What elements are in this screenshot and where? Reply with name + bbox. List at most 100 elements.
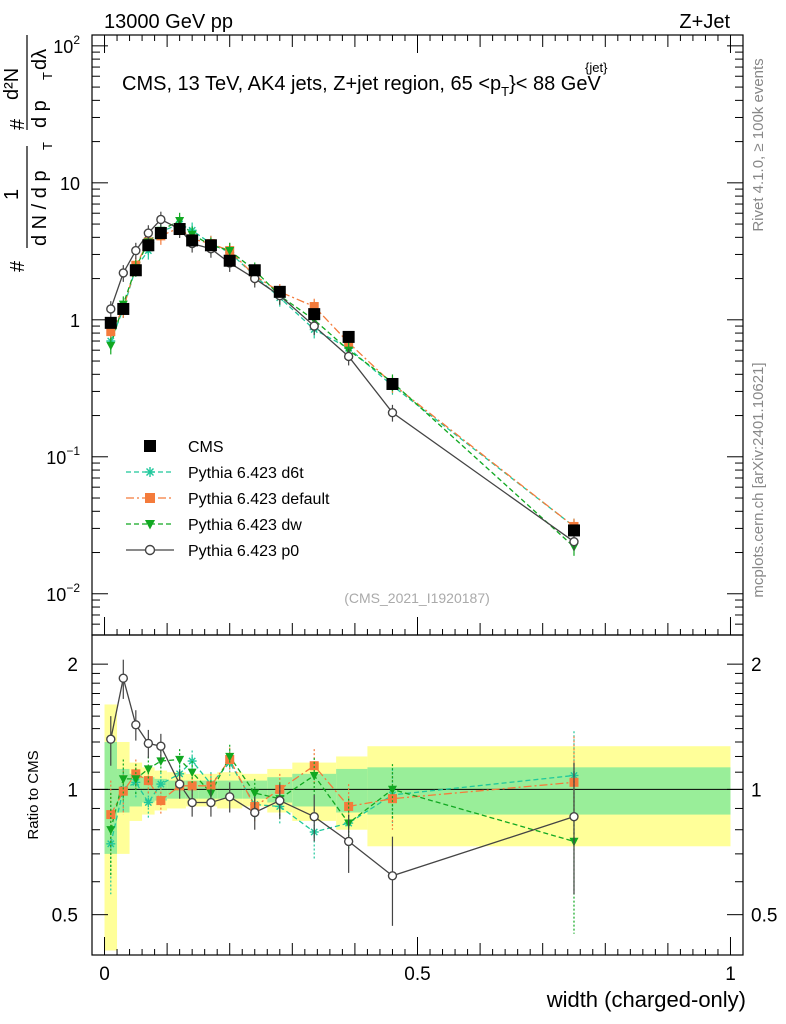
ratio-point-pythia-6-423-p0 <box>206 797 216 808</box>
main-point-cms <box>308 308 321 321</box>
main-point-cms <box>248 264 261 277</box>
ratio-point-pythia-6-423-p0 <box>250 807 260 818</box>
ylabel-one: 1 <box>1 189 23 200</box>
ratio-y-tick-label-right: 0.5 <box>751 906 777 927</box>
main-point-cms <box>273 285 286 298</box>
ratio-point-pythia-6-423-default <box>387 794 397 804</box>
ratio-point-pythia-6-423-p0 <box>569 811 579 822</box>
ratio-y-tick-label-left: 2 <box>67 655 78 676</box>
ratio-point-pythia-6-423-dw <box>143 765 153 774</box>
main-point-pythia-6-423-p0 <box>309 321 319 331</box>
main-point-cms <box>386 377 399 390</box>
legend-label-pythia-6-423-d6t: Pythia 6.423 d6t <box>188 465 304 482</box>
rivet-version-label: Rivet 4.1.0, ≥ 100k events <box>750 58 767 231</box>
legend-label-pythia-6-423-dw: Pythia 6.423 dw <box>188 517 302 534</box>
ratio-point-pythia-6-423-d6t <box>156 779 166 789</box>
ratio-y-tick-label-left: 0.5 <box>52 906 78 927</box>
ratio-point-pythia-6-423-default <box>344 801 354 811</box>
ratio-point-pythia-6-423-dw <box>106 826 116 835</box>
main-point-pythia-6-423-p0 <box>143 228 154 238</box>
ratio-point-pythia-6-423-p0 <box>156 741 166 751</box>
legend-marker-pythia-6-423-p0 <box>144 544 156 556</box>
legend-marker-cms <box>144 440 156 452</box>
ratio-point-pythia-6-423-p0 <box>275 795 285 806</box>
main-point-cms <box>223 254 236 267</box>
header-process-label: Z+Jet <box>679 11 730 33</box>
ratio-point-pythia-6-423-dw <box>225 752 235 762</box>
main-line-pythia-6-423-default <box>110 226 575 527</box>
ratio-point-pythia-6-423-p0 <box>387 871 398 881</box>
legend-label-pythia-6-423-p0: Pythia 6.423 p0 <box>188 543 299 560</box>
ylabel-t-sub-2: T <box>40 72 55 80</box>
main-point-cms <box>142 239 155 252</box>
ratio-point-pythia-6-423-p0 <box>309 811 319 822</box>
ratio-y-axis-label: Ratio to CMS <box>25 750 42 839</box>
ylabel-dp: d p <box>29 100 51 128</box>
ratio-point-pythia-6-423-default <box>156 796 166 806</box>
main-y-tick-label: 10−2 <box>46 581 80 605</box>
x-tick-label: 0.5 <box>404 964 430 985</box>
legend: CMS Pythia 6.423 d6t Pythia 6.423 default P… <box>126 439 330 560</box>
ratio-point-pythia-6-423-dw <box>187 768 197 778</box>
ratio-point-pythia-6-423-default <box>187 781 197 791</box>
ylabel-dlambda: dλ <box>29 49 51 70</box>
legend-label-pythia-6-423-default: Pythia 6.423 default <box>188 491 330 508</box>
main-y-ticks: 10−2 10−1 1 10 102 <box>46 33 743 636</box>
ylabel-hash-1: # <box>7 260 29 272</box>
main-point-pythia-6-423-p0 <box>106 304 116 314</box>
legend-marker-pythia-6-423-default <box>145 493 155 503</box>
main-line-pythia-6-423-dw <box>110 219 575 548</box>
main-plot-panel: 10−2 10−1 1 10 102 CMS, 13 TeV, AK4 jets, Z+… <box>46 33 744 636</box>
x-axis-label: width (charged-only) <box>546 987 746 1012</box>
header-energy-label: 13000 GeV pp <box>104 11 233 33</box>
ratio-point-pythia-6-423-p0 <box>174 779 185 789</box>
ratio-y-tick-label-right: 1 <box>751 780 762 801</box>
main-plot-title-sup: {jet} <box>585 60 608 75</box>
main-y-tick-label: 10 <box>60 174 80 194</box>
main-point-cms <box>186 234 199 247</box>
ylabel-d2n: d²N <box>1 68 23 100</box>
main-point-cms <box>204 239 217 252</box>
main-line-pythia-6-423-p0 <box>110 218 575 543</box>
ratio-point-pythia-6-423-p0 <box>106 734 116 744</box>
main-point-pythia-6-423-p0 <box>156 214 166 225</box>
ratio-y-tick-label-left: 1 <box>67 780 78 801</box>
main-point-cms <box>342 330 355 343</box>
ratio-y-ticks: 0.5 0.5 1 1 2 2 <box>52 655 778 927</box>
ratio-uncertainty-bands <box>104 704 731 951</box>
main-point-pythia-6-423-p0 <box>387 407 398 418</box>
x-tick-label: 1 <box>725 964 736 985</box>
ratio-point-pythia-6-423-default <box>309 761 319 771</box>
ratio-point-pythia-6-423-dw <box>309 771 319 781</box>
main-series-lines <box>110 218 575 548</box>
ratio-point-pythia-6-423-p0 <box>187 797 197 808</box>
ratio-point-pythia-6-423-dw <box>387 785 397 795</box>
ratio-plot-panel: 0.5 0.5 1 1 2 2 <box>52 634 778 956</box>
main-point-pythia-6-423-dw <box>225 247 235 256</box>
ratio-point-pythia-6-423-dw <box>118 775 128 784</box>
ylabel-t-sub: T <box>40 142 55 150</box>
main-plot-title: CMS, 13 TeV, AK4 jets, Z+jet region, 65 … <box>122 73 601 99</box>
main-point-pythia-6-423-p0 <box>343 351 354 362</box>
ratio-point-pythia-6-423-d6t <box>143 798 153 808</box>
legend-marker-pythia-6-423-d6t <box>145 467 155 477</box>
ylabel-dn-dpt: d N / d p <box>29 170 51 246</box>
main-point-pythia-6-423-p0 <box>569 536 579 547</box>
ratio-point-pythia-6-423-p0 <box>143 738 154 749</box>
main-point-pythia-6-423-p0 <box>131 245 141 256</box>
x-axis-ticks: 0 0.5 1 <box>99 35 736 985</box>
main-line-pythia-6-423-d6t <box>110 223 575 527</box>
ratio-point-pythia-6-423-dw <box>175 755 185 765</box>
ratio-point-pythia-6-423-dw <box>250 789 260 799</box>
ratio-point-pythia-6-423-p0 <box>131 720 141 730</box>
legend-label-cms: CMS <box>188 439 224 456</box>
ylabel-hash-2: # <box>7 118 29 130</box>
ratio-y-tick-label-right: 2 <box>751 655 762 676</box>
ratio-point-pythia-6-423-default <box>118 786 128 796</box>
main-y-tick-label: 102 <box>53 33 80 57</box>
ratio-point-pythia-6-423-p0 <box>225 792 235 802</box>
main-point-cms <box>173 223 186 236</box>
main-y-tick-label: 10−1 <box>46 444 80 468</box>
legend-marker-pythia-6-423-dw <box>145 520 155 530</box>
